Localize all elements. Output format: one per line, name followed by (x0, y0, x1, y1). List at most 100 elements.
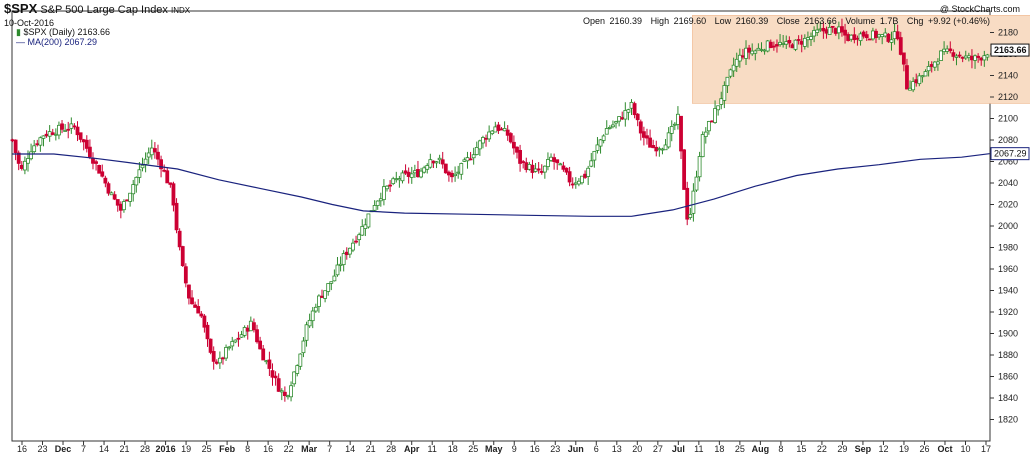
candle-body (929, 64, 934, 67)
candle-body (830, 25, 835, 28)
candle-body (180, 246, 185, 267)
candle-body (450, 172, 454, 178)
candle-body (852, 34, 857, 41)
y-tick-label: 2040 (998, 178, 1018, 188)
candle-body (304, 324, 309, 341)
candle-body (323, 290, 328, 299)
chg-value: +9.92 (+0.46%) (927, 16, 990, 26)
ma-price-tag-box (990, 147, 1030, 161)
candle-body (94, 161, 98, 164)
candle-body (957, 54, 962, 57)
candle-body (601, 135, 606, 141)
candle-body (103, 177, 108, 184)
candle-body (388, 184, 392, 187)
y-tick-label: 1900 (998, 329, 1018, 339)
candle-body (128, 192, 133, 202)
open-label: Open (582, 16, 605, 26)
candle-body (118, 203, 123, 211)
candle-body (567, 171, 572, 183)
candle-body (793, 39, 798, 50)
candle-body (561, 165, 566, 170)
candle-body (63, 130, 68, 132)
candle-body (66, 128, 71, 131)
candle-body (672, 123, 677, 126)
candle-body (338, 263, 343, 266)
candle-body (874, 30, 878, 38)
candle-body (871, 30, 875, 40)
candle-body (162, 169, 167, 172)
candle-body (898, 37, 903, 55)
candle-body (505, 129, 510, 136)
candle-body (481, 137, 485, 144)
candle-body (855, 37, 860, 40)
ma-price-tag: 2067.29 (994, 149, 1027, 159)
candle-body (468, 158, 473, 161)
candle-body (799, 41, 804, 45)
candle-body (564, 167, 569, 173)
candle-body (19, 164, 24, 169)
candle-body (490, 130, 495, 135)
candle-body (245, 327, 250, 332)
candle-body (292, 371, 297, 385)
candles (10, 18, 990, 402)
candle-body (252, 322, 256, 331)
candle-body (112, 194, 117, 200)
candle-body (533, 168, 538, 172)
candle-body (966, 55, 971, 59)
candle-body (69, 123, 74, 129)
x-tick-label: 18 (448, 444, 458, 454)
ma-200-line (12, 153, 990, 217)
candle-body (391, 178, 396, 185)
candle-body (29, 151, 33, 160)
candle-body (493, 126, 498, 133)
x-tick-label: 21 (120, 444, 130, 454)
candle-body (372, 205, 377, 211)
candle-body (354, 240, 358, 243)
candle-body (125, 199, 129, 202)
x-tick-label: 20 (632, 444, 642, 454)
candle-body (580, 175, 584, 184)
x-tick-label: Jun (568, 444, 584, 454)
candle-body (363, 224, 368, 229)
candle-body (406, 171, 411, 177)
candle-body (109, 192, 114, 196)
index-name: S&P 500 Large Cap Index (40, 4, 168, 16)
close-value: 2163.66 (804, 16, 837, 26)
candle-body (620, 117, 625, 120)
x-tick-label: 14 (345, 444, 355, 454)
candle-body (214, 361, 219, 364)
candle-body (60, 123, 64, 130)
low-value: 2160.39 (735, 16, 769, 26)
x-tick-label: Oct (937, 444, 952, 454)
candle-body (122, 201, 126, 211)
candle-body (787, 40, 792, 44)
candle-body (347, 247, 352, 255)
candle-body (248, 320, 253, 332)
candle-body (84, 139, 89, 149)
candle-body (784, 41, 789, 45)
candle-body (310, 310, 315, 322)
candle-body (459, 163, 464, 175)
candle-body (806, 37, 810, 41)
candle-body (255, 329, 259, 343)
candle-body (778, 41, 782, 46)
candle-body (242, 327, 247, 336)
x-tick-label: 16 (17, 444, 27, 454)
candle-body (499, 128, 504, 131)
candle-body (87, 146, 92, 158)
candle-body (960, 56, 965, 59)
candle-body (394, 178, 399, 181)
x-tick-label: 8 (245, 444, 250, 454)
candle-body (165, 170, 170, 184)
candle-body (205, 324, 210, 340)
candle-body (22, 160, 27, 171)
candle-body (187, 284, 191, 299)
candle-body (511, 141, 516, 149)
candle-body (923, 71, 928, 77)
candle-body (877, 34, 881, 38)
x-tick-label: 22 (284, 444, 294, 454)
ohlc-readout: Open 2160.39 High 2169.60 Low 2160.39 Cl… (581, 15, 990, 27)
candle-body (496, 124, 501, 131)
candle-body (159, 159, 163, 170)
x-tick-label: 17 (981, 444, 991, 454)
